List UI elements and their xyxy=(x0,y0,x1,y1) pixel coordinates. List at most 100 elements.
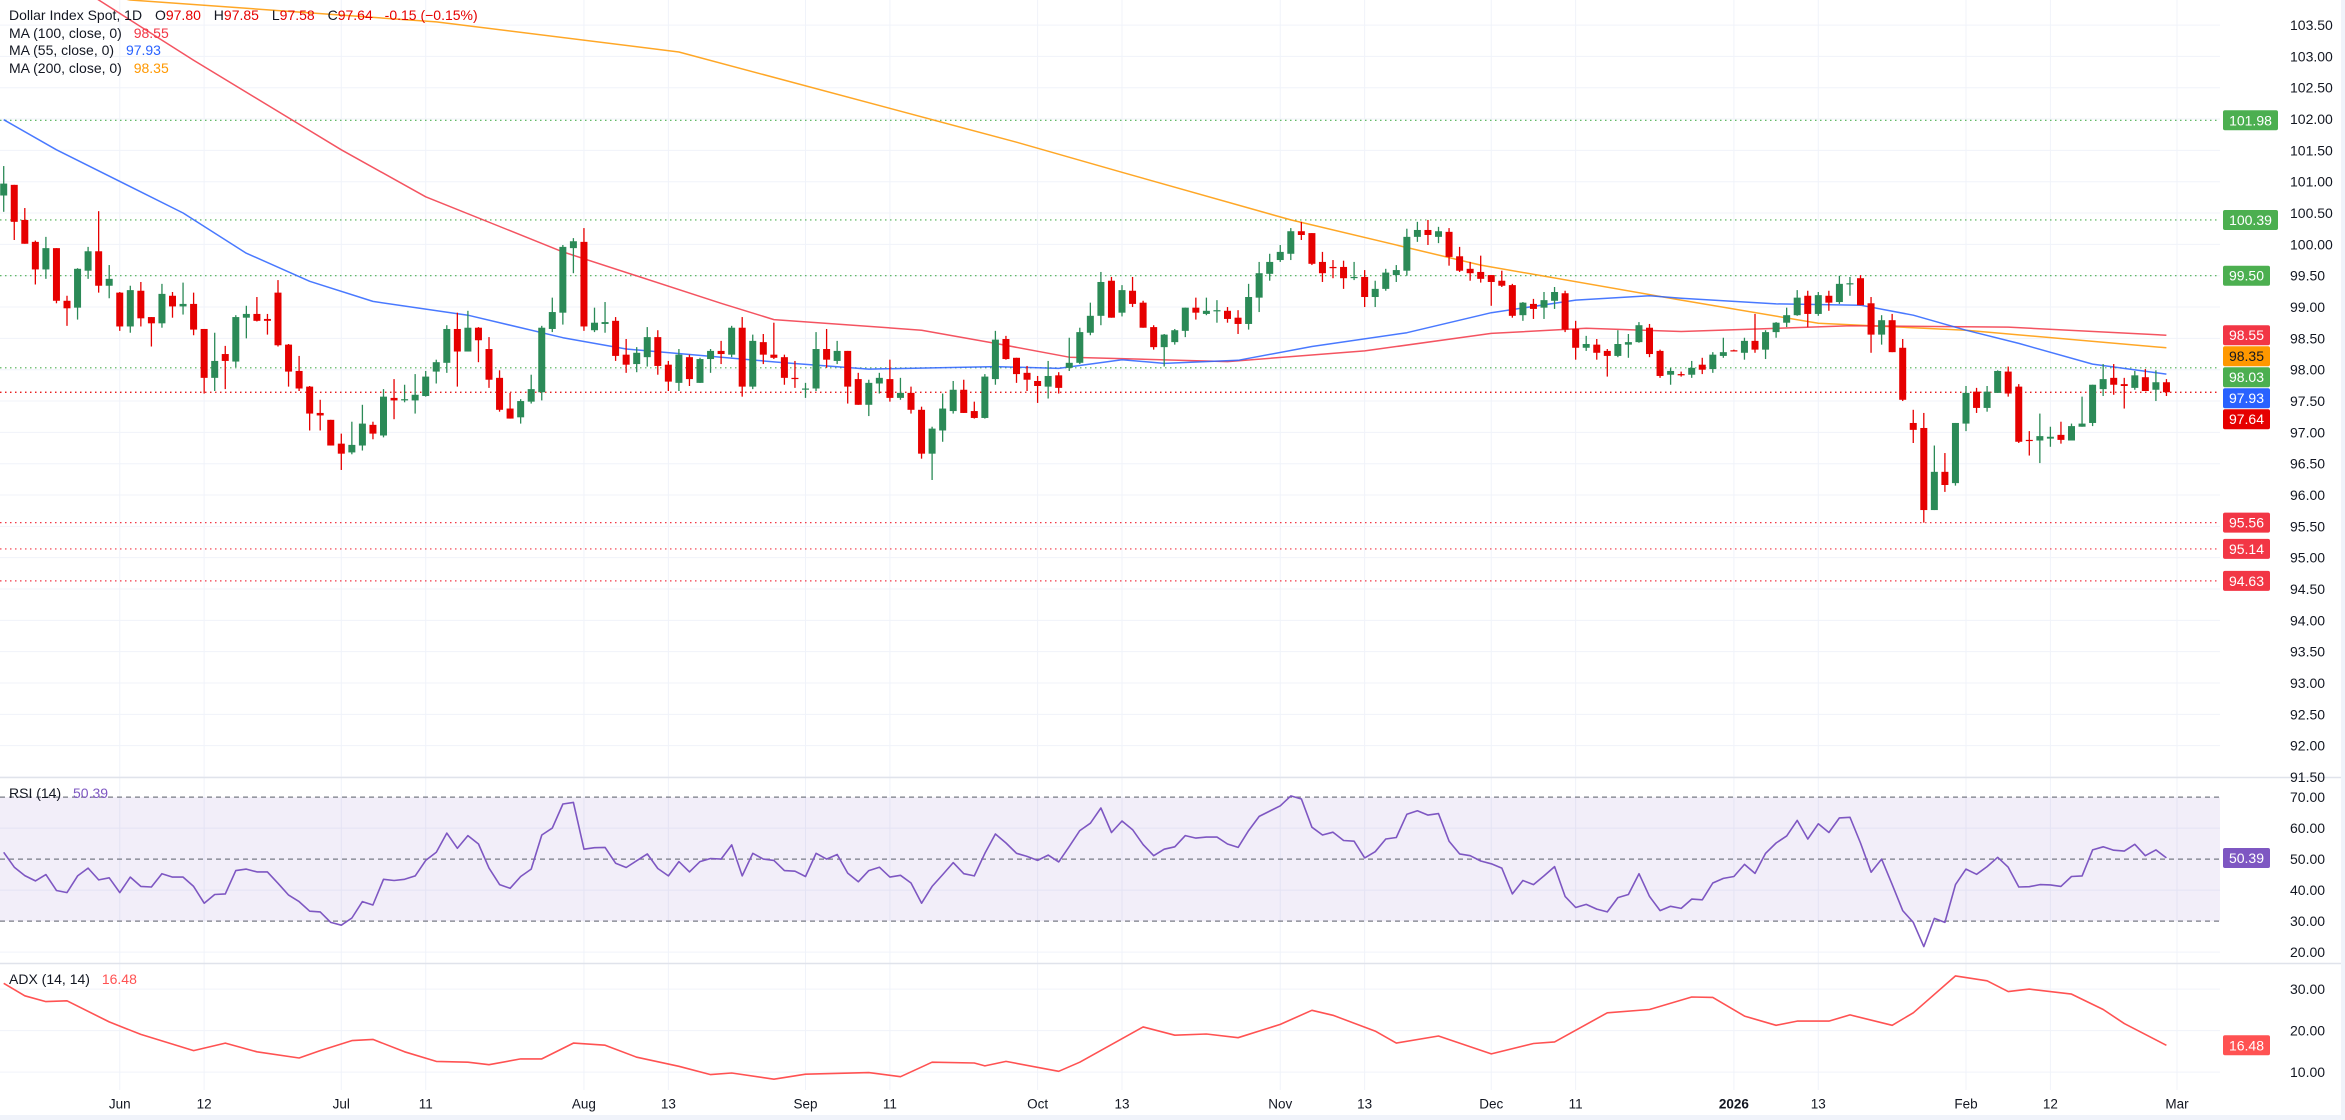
candle[interactable] xyxy=(1097,271,1105,326)
candle[interactable] xyxy=(527,374,535,404)
candle[interactable] xyxy=(0,166,8,212)
candle[interactable] xyxy=(981,374,989,419)
candle[interactable] xyxy=(1614,330,1622,358)
series-value-label[interactable]: 98.35 xyxy=(2223,346,2270,367)
candle[interactable] xyxy=(1287,228,1295,261)
candle[interactable] xyxy=(591,307,598,333)
candle[interactable] xyxy=(1086,302,1094,336)
candle[interactable] xyxy=(485,337,493,388)
candle[interactable] xyxy=(844,350,852,404)
rsi-value-label[interactable]: 50.39 xyxy=(2223,847,2270,868)
candle[interactable] xyxy=(675,349,683,392)
candle[interactable] xyxy=(253,297,261,322)
candle[interactable] xyxy=(2152,370,2160,402)
candle[interactable] xyxy=(1361,270,1369,308)
candle[interactable] xyxy=(1129,276,1137,308)
candle[interactable] xyxy=(211,332,219,392)
candle[interactable] xyxy=(1835,275,1843,304)
candle[interactable] xyxy=(601,302,609,333)
candle[interactable] xyxy=(95,211,103,293)
candle[interactable] xyxy=(285,344,293,387)
candle[interactable] xyxy=(1688,360,1696,378)
candle[interactable] xyxy=(221,345,229,390)
candle[interactable] xyxy=(1825,290,1833,311)
candle[interactable] xyxy=(1762,330,1770,360)
candle[interactable] xyxy=(432,359,440,384)
candle[interactable] xyxy=(1276,245,1284,262)
candle[interactable] xyxy=(1814,292,1822,316)
candle[interactable] xyxy=(538,325,546,401)
candle[interactable] xyxy=(1245,283,1253,330)
candle[interactable] xyxy=(2057,421,2065,444)
candle[interactable] xyxy=(1255,261,1263,313)
candle[interactable] xyxy=(854,372,862,405)
candle[interactable] xyxy=(960,379,968,413)
candle[interactable] xyxy=(1171,328,1179,345)
candle[interactable] xyxy=(1487,275,1495,306)
candle[interactable] xyxy=(1804,290,1812,328)
candle[interactable] xyxy=(749,334,757,390)
candle[interactable] xyxy=(1857,275,1864,306)
candle[interactable] xyxy=(1350,261,1358,281)
legend-ma100[interactable]: MA (100, close, 0) 98.55 xyxy=(9,25,478,43)
candle[interactable] xyxy=(612,317,620,361)
candle[interactable] xyxy=(1624,333,1632,358)
candle[interactable] xyxy=(2110,364,2118,395)
adx-legend[interactable]: ADX (14, 14) 16.48 xyxy=(9,971,137,989)
candle[interactable] xyxy=(780,354,788,385)
candle[interactable] xyxy=(1498,270,1506,287)
candle[interactable] xyxy=(2131,370,2139,390)
candle[interactable] xyxy=(875,372,883,394)
candle[interactable] xyxy=(369,421,377,440)
candle[interactable] xyxy=(190,292,198,336)
candle[interactable] xyxy=(116,292,124,331)
candle[interactable] xyxy=(2015,384,2023,444)
candle[interactable] xyxy=(137,281,145,327)
adx-line[interactable] xyxy=(3,975,2167,1080)
candle[interactable] xyxy=(443,325,451,373)
candle[interactable] xyxy=(654,330,662,375)
price-line-label[interactable]: 100.39 xyxy=(2223,209,2278,230)
candle[interactable] xyxy=(1719,337,1727,358)
candle[interactable] xyxy=(2004,366,2012,397)
candle[interactable] xyxy=(1181,307,1189,338)
candle[interactable] xyxy=(759,333,767,365)
candle[interactable] xyxy=(1994,370,2002,393)
candle[interactable] xyxy=(1424,219,1432,246)
candle[interactable] xyxy=(1540,292,1548,319)
candle[interactable] xyxy=(453,312,461,387)
candle[interactable] xyxy=(1308,233,1316,266)
candle[interactable] xyxy=(1698,357,1706,375)
candle[interactable] xyxy=(2046,426,2054,447)
candle[interactable] xyxy=(1266,253,1274,281)
candle[interactable] xyxy=(232,315,240,368)
candle[interactable] xyxy=(506,392,514,419)
candle[interactable] xyxy=(1561,290,1569,333)
candle[interactable] xyxy=(1888,313,1896,353)
candle[interactable] xyxy=(1023,365,1031,392)
candle[interactable] xyxy=(1065,337,1073,371)
candle[interactable] xyxy=(833,340,841,365)
candle[interactable] xyxy=(2068,423,2075,441)
candle[interactable] xyxy=(770,322,778,360)
candle[interactable] xyxy=(928,426,936,480)
series-value-label[interactable]: 97.93 xyxy=(2223,388,2270,409)
candle[interactable] xyxy=(1941,453,1949,492)
candle[interactable] xyxy=(1076,327,1084,365)
candle[interactable] xyxy=(1329,260,1337,279)
adx-axis[interactable]: 10.00 20.00 30.00 xyxy=(2290,981,2325,1080)
candle[interactable] xyxy=(422,370,430,397)
candle[interactable] xyxy=(263,313,271,335)
candle[interactable] xyxy=(358,404,366,451)
candle[interactable] xyxy=(1878,315,1886,345)
candle[interactable] xyxy=(949,380,957,414)
candle[interactable] xyxy=(295,355,303,392)
candle[interactable] xyxy=(1572,320,1580,360)
candle[interactable] xyxy=(1593,338,1601,360)
candle[interactable] xyxy=(2025,431,2033,456)
candle[interactable] xyxy=(812,332,820,392)
candle[interactable] xyxy=(1656,349,1664,378)
candle[interactable] xyxy=(970,401,978,419)
price-line-label[interactable]: 99.50 xyxy=(2223,265,2270,286)
